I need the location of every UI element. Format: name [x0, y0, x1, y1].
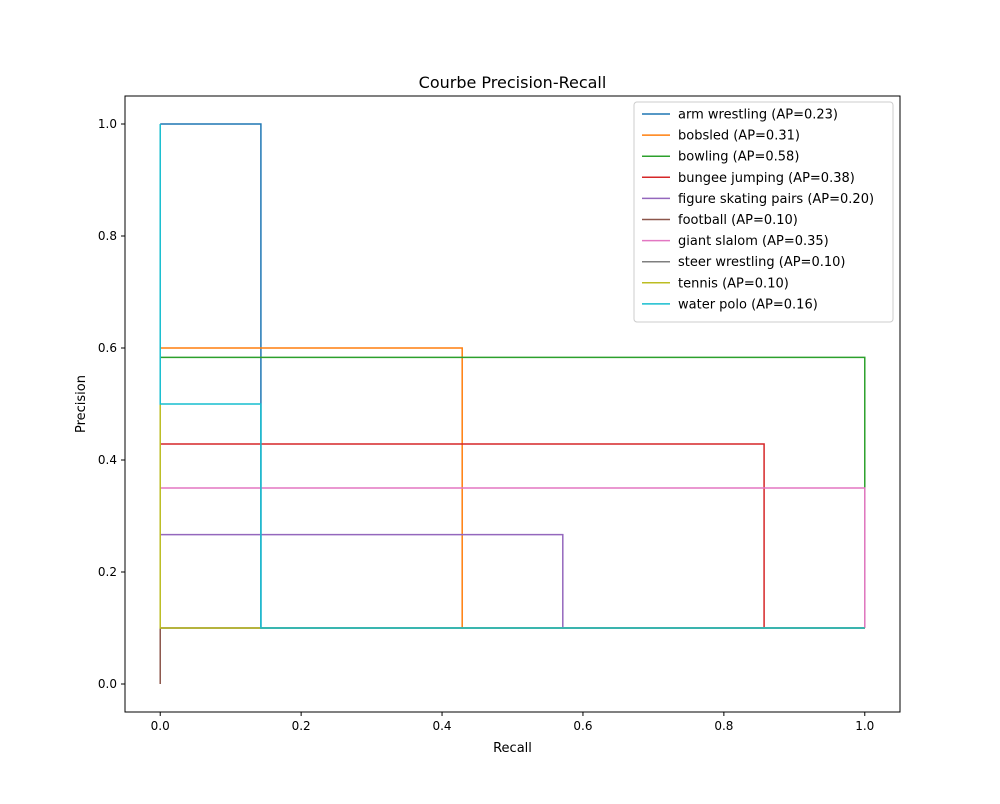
- x-axis-label: Recall: [493, 741, 532, 756]
- legend-item-bowling: bowling (AP=0.58): [642, 150, 799, 165]
- legend-item-bungee-jumping: bungee jumping (AP=0.38): [642, 171, 855, 186]
- y-tick-label: 0.8: [98, 229, 117, 243]
- x-tick-label: 0.0: [151, 719, 170, 733]
- legend-item-arm-wrestling: arm wrestling (AP=0.23): [642, 108, 838, 123]
- legend-label: arm wrestling (AP=0.23): [678, 108, 838, 123]
- legend-label: steer wrestling (AP=0.10): [678, 255, 845, 270]
- x-tick-label: 0.6: [573, 719, 592, 733]
- legend-item-bobsled: bobsled (AP=0.31): [642, 129, 800, 144]
- x-tick-label: 0.2: [292, 719, 311, 733]
- legend-label: giant slalom (AP=0.35): [678, 234, 829, 249]
- x-tick-label: 0.4: [432, 719, 451, 733]
- y-axis-label: Precision: [74, 375, 89, 433]
- y-tick-label: 0.0: [98, 677, 117, 691]
- legend-label: bobsled (AP=0.31): [678, 129, 800, 144]
- legend-label: bowling (AP=0.58): [678, 150, 799, 165]
- legend-item-steer-wrestling: steer wrestling (AP=0.10): [642, 255, 845, 270]
- legend-item-football: football (AP=0.10): [642, 213, 798, 228]
- series-line-water-polo: [159, 124, 865, 629]
- legend-label: bungee jumping (AP=0.38): [678, 171, 855, 186]
- legend: arm wrestling (AP=0.23) bobsled (AP=0.31)…: [633, 101, 894, 323]
- x-tick-label: 1.0: [855, 719, 874, 733]
- y-tick-label: 0.2: [98, 565, 117, 579]
- legend-box: [633, 101, 894, 323]
- legend-item-water-polo: water polo (AP=0.16): [642, 297, 818, 312]
- y-tick-label: 0.4: [98, 453, 117, 467]
- legend-item-figure-skating-pairs: figure skating pairs (AP=0.20): [642, 192, 874, 207]
- legend-label: water polo (AP=0.16): [678, 297, 818, 312]
- y-tick-label: 0.6: [98, 341, 117, 355]
- series-line-giant-slalom: [160, 487, 866, 628]
- legend-item-giant-slalom: giant slalom (AP=0.35): [642, 234, 829, 249]
- x-axis-ticks: 0.0 0.2 0.4 0.6 0.8 1.0: [151, 712, 874, 733]
- legend-label: football (AP=0.10): [678, 213, 798, 228]
- x-tick-label: 0.8: [714, 719, 733, 733]
- series-layer: [159, 123, 866, 684]
- legend-item-tennis: tennis (AP=0.10): [642, 276, 789, 291]
- legend-label: figure skating pairs (AP=0.20): [678, 192, 874, 207]
- legend-label: tennis (AP=0.10): [678, 276, 789, 291]
- chart-title: Courbe Precision-Recall: [419, 73, 607, 92]
- y-axis-ticks: 0.0 0.2 0.4 0.6 0.8 1.0: [98, 117, 125, 691]
- y-tick-label: 1.0: [98, 117, 117, 131]
- plot-frame: [124, 95, 901, 713]
